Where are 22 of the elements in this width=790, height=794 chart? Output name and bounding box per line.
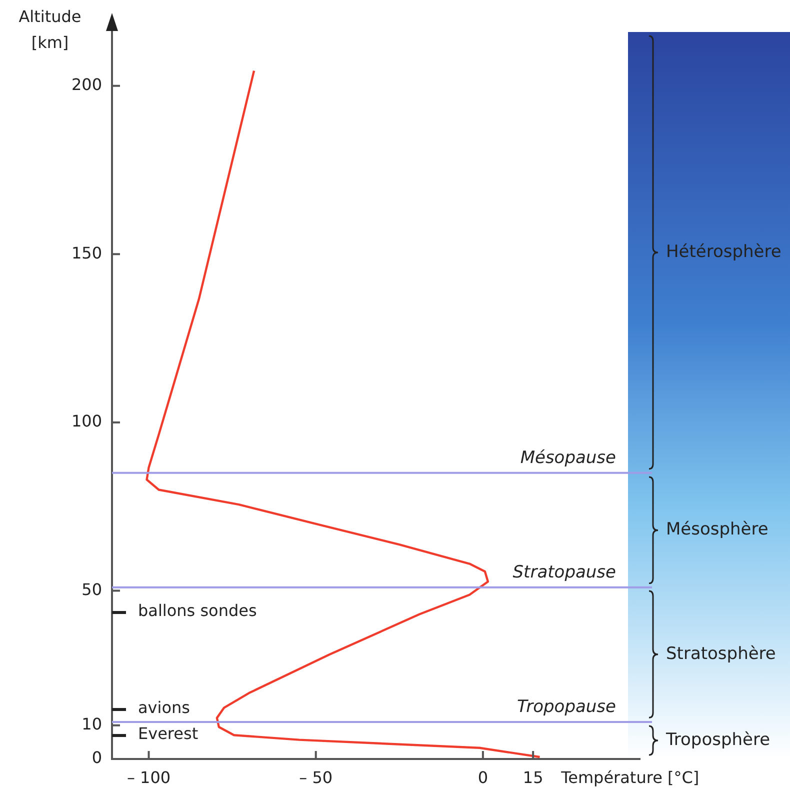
annotation: avions: [138, 698, 190, 718]
text: Troposphère: [665, 730, 770, 750]
ref-line-label: Tropopause: [517, 696, 616, 717]
text: Hétérosphère: [666, 242, 782, 262]
y-tick-label: 150: [71, 243, 102, 262]
annotation: Everest: [138, 724, 198, 744]
x-tick-label: 0: [478, 768, 488, 787]
x-axis-title: Température [°C]: [560, 768, 700, 788]
ref-line-label: Mésopause: [520, 448, 616, 468]
ref-line-label: Stratopause: [512, 562, 616, 582]
y-tick-label: 10: [82, 714, 102, 734]
y-axis-title: Altitude [km]: [18, 7, 82, 52]
text: Mésosphère: [666, 520, 768, 540]
y-tick-label: 50: [82, 580, 102, 599]
text: Stratosphère: [666, 644, 776, 664]
y-tick-label: 100: [71, 412, 102, 431]
x-tick-label: – 50: [299, 768, 333, 787]
y-tick-label: 0: [92, 748, 102, 768]
y-tick-label: 200: [71, 75, 102, 94]
x-tick-label: – 100: [126, 768, 171, 787]
annotation: ballons sondes: [138, 601, 257, 620]
x-tick-label: 15: [522, 768, 544, 787]
